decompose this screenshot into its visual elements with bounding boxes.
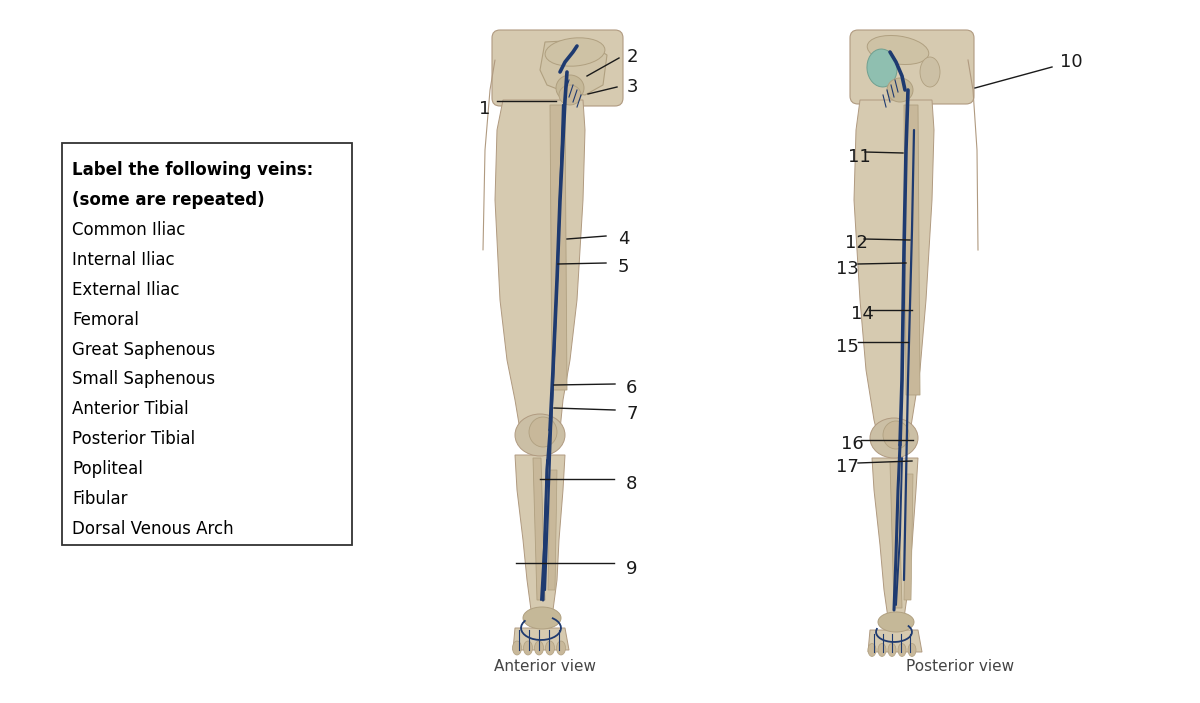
Ellipse shape [534, 641, 544, 655]
PathPatch shape [904, 105, 920, 395]
Text: 16: 16 [841, 435, 864, 453]
PathPatch shape [854, 100, 934, 445]
Ellipse shape [556, 75, 584, 101]
PathPatch shape [533, 458, 545, 600]
PathPatch shape [540, 40, 607, 95]
Ellipse shape [898, 643, 906, 657]
Ellipse shape [870, 418, 918, 458]
Text: Label the following veins:: Label the following veins: [72, 161, 313, 179]
Ellipse shape [878, 643, 886, 657]
PathPatch shape [904, 474, 913, 600]
Ellipse shape [868, 35, 929, 65]
Ellipse shape [515, 414, 565, 456]
Text: 4: 4 [618, 230, 630, 248]
Text: 2: 2 [628, 48, 638, 66]
Text: 3: 3 [628, 78, 638, 96]
Ellipse shape [888, 643, 896, 657]
Ellipse shape [883, 421, 910, 449]
PathPatch shape [496, 100, 586, 430]
Text: Great Saphenous: Great Saphenous [72, 340, 215, 359]
Ellipse shape [545, 38, 605, 66]
Ellipse shape [559, 85, 581, 105]
Text: Internal Iliac: Internal Iliac [72, 251, 175, 269]
Text: Common Iliac: Common Iliac [72, 221, 185, 239]
Ellipse shape [546, 641, 554, 655]
PathPatch shape [868, 630, 922, 652]
Text: 10: 10 [1060, 53, 1082, 71]
Text: Anterior Tibial: Anterior Tibial [72, 401, 188, 418]
Text: 17: 17 [836, 458, 859, 476]
Text: 9: 9 [626, 560, 637, 578]
Text: 14: 14 [851, 305, 874, 323]
Text: Posterior view: Posterior view [906, 659, 1014, 674]
Text: Dorsal Venous Arch: Dorsal Venous Arch [72, 520, 234, 538]
Text: Fibular: Fibular [72, 490, 127, 508]
Text: Posterior Tibial: Posterior Tibial [72, 430, 196, 449]
Text: 6: 6 [626, 379, 637, 397]
Bar [62, 143, 352, 545]
Text: 11: 11 [848, 148, 871, 166]
Text: Small Saphenous: Small Saphenous [72, 370, 215, 389]
PathPatch shape [890, 462, 902, 608]
PathPatch shape [515, 455, 565, 610]
Text: Popliteal: Popliteal [72, 460, 143, 478]
PathPatch shape [872, 458, 918, 618]
Text: 15: 15 [836, 338, 859, 356]
Text: 1: 1 [479, 100, 491, 118]
Text: (some are repeated): (some are repeated) [72, 191, 265, 209]
Ellipse shape [887, 78, 913, 102]
PathPatch shape [514, 628, 569, 650]
Ellipse shape [523, 641, 533, 655]
Text: 5: 5 [618, 258, 630, 276]
Text: 13: 13 [836, 260, 859, 278]
FancyBboxPatch shape [850, 30, 974, 104]
Text: Anterior view: Anterior view [494, 659, 596, 674]
Ellipse shape [529, 417, 557, 447]
Text: External Iliac: External Iliac [72, 280, 180, 299]
Ellipse shape [523, 607, 562, 629]
Text: Femoral: Femoral [72, 311, 139, 328]
Text: 8: 8 [626, 475, 637, 493]
PathPatch shape [550, 105, 568, 390]
Ellipse shape [512, 641, 522, 655]
Text: 12: 12 [845, 234, 868, 252]
Ellipse shape [878, 612, 914, 632]
Ellipse shape [908, 643, 916, 657]
Ellipse shape [868, 643, 876, 657]
PathPatch shape [548, 470, 557, 590]
Ellipse shape [920, 57, 940, 87]
Ellipse shape [557, 641, 565, 655]
FancyBboxPatch shape [492, 30, 623, 106]
Ellipse shape [866, 49, 898, 87]
Text: 7: 7 [626, 405, 637, 423]
